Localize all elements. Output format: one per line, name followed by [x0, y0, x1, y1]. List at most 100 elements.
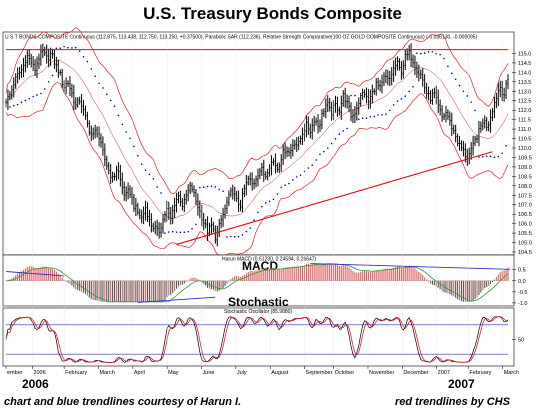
sar-dot: [470, 101, 472, 103]
sar-dot: [152, 178, 155, 180]
macd-y-tick-label: 0.0: [518, 279, 526, 285]
sar-dot: [357, 118, 360, 120]
sar-dot: [105, 93, 108, 96]
sar-dot: [416, 52, 418, 54]
macd-trendline: [5, 271, 65, 277]
sar-dot: [187, 230, 189, 233]
x-tick-label: March: [99, 370, 114, 376]
sar-dot: [369, 116, 372, 118]
sar-dot: [191, 227, 193, 230]
sar-dot: [210, 185, 213, 188]
sar-dot: [43, 88, 46, 90]
price-y-tick-label: 113.5: [518, 80, 531, 86]
stochastic-header: Stochastic Oscillator (85.9880): [224, 309, 292, 315]
sar-dot: [28, 97, 31, 100]
sar-dot: [311, 164, 314, 167]
sar-dot: [377, 114, 379, 116]
sar-dot: [59, 47, 62, 50]
sar-dot: [71, 47, 73, 49]
sar-dot: [423, 52, 426, 54]
sar-dot: [164, 232, 166, 234]
sar-dot: [113, 105, 116, 108]
sar-dot: [179, 231, 182, 234]
sar-dot: [373, 115, 376, 118]
lower-band: [5, 82, 509, 257]
sar-dot: [24, 99, 27, 102]
stochastic-lines: [5, 316, 509, 363]
sar-dot: [175, 231, 178, 233]
sar-dot: [12, 104, 15, 107]
sar-dot: [381, 113, 383, 116]
price-y-tick-label: 106.5: [518, 212, 532, 218]
stochastic-panel: Stochastic Stochastic Oscillator (85.988…: [2, 295, 524, 367]
price-y-tick-label: 114.5: [518, 61, 531, 67]
sar-dot: [330, 142, 333, 145]
sar-dot: [439, 53, 441, 56]
x-tick-label: September: [306, 370, 333, 376]
sar-dot: [233, 235, 236, 238]
sar-dot: [218, 188, 221, 191]
lower-trendline: [176, 151, 493, 245]
macd-y-tick-label: -1.0: [518, 301, 527, 307]
price-y-tick-label: 111.5: [518, 118, 531, 124]
bollinger-bands: [5, 27, 509, 257]
sar-dot: [222, 190, 224, 193]
sar-dot: [94, 75, 96, 78]
sar-dot: [230, 235, 232, 238]
macd-trendline: [137, 296, 216, 303]
sar-dot: [435, 52, 438, 55]
price-y-tick-label: 113.0: [518, 89, 531, 95]
sar-dot: [497, 155, 500, 158]
stochastic-y-tick-label: 50: [518, 338, 524, 344]
macd-signal: [5, 263, 509, 303]
sar-dot: [206, 185, 209, 188]
caption-credit: chart and blue trendlines courtesy of Ha…: [4, 396, 242, 408]
x-tick-label: March: [504, 370, 519, 376]
sar-dot: [361, 117, 364, 120]
sar-dot: [20, 101, 23, 104]
x-tick-label: June: [203, 370, 215, 376]
year-label-2007: 2007: [448, 377, 475, 391]
price-y-tick-label: 109.0: [518, 165, 532, 171]
chart-title: U.S. Treasury Bonds Composite: [143, 4, 402, 23]
sar-dot: [117, 114, 120, 117]
macd-y-tick-label: 0.5: [518, 268, 526, 274]
sar-dot: [350, 94, 352, 97]
x-tick-label: ember: [7, 370, 23, 376]
sar-dot: [102, 87, 104, 89]
stochastic-d: [5, 316, 509, 363]
price-y-tick-label: 112.5: [518, 99, 531, 105]
sar-dot: [450, 72, 453, 75]
sar-dot: [338, 133, 341, 135]
sar-dot: [315, 159, 317, 161]
x-tick-label: December: [403, 370, 429, 376]
sar-dot: [458, 84, 461, 87]
sar-dot: [98, 82, 100, 85]
sar-dot: [90, 68, 93, 70]
sar-dot: [505, 144, 507, 147]
x-tick-label: July: [237, 370, 247, 376]
sar-dot: [249, 227, 252, 229]
sar-dot: [129, 137, 131, 140]
price-y-tick-label: 104.5: [518, 250, 532, 256]
price-header: U S T BONDS COMPOSITE Continuous (112.87…: [5, 35, 478, 41]
sar-dot: [280, 186, 283, 189]
sar-dot: [160, 192, 162, 194]
sar-dot: [264, 201, 267, 204]
price-y-axis: 115.0 114.5 114.0 113.5 113.0 112.5 112.0 111.5…: [512, 51, 532, 256]
sar-dot: [404, 95, 407, 97]
sar-dot: [478, 156, 480, 158]
sar-dot: [199, 186, 201, 189]
sar-dot: [47, 80, 50, 83]
sar-dot: [489, 155, 492, 158]
x-tick-label: April: [134, 370, 145, 376]
parabolic-sar: [9, 45, 507, 238]
sar-dot: [466, 95, 469, 97]
sar-dot: [334, 138, 337, 140]
price-y-tick-label: 111.0: [518, 127, 531, 133]
sar-dot: [408, 90, 410, 93]
sar-dot: [171, 230, 174, 233]
stochastic-frame: [2, 307, 515, 367]
sar-dot: [32, 95, 34, 98]
sar-dot: [253, 219, 255, 222]
